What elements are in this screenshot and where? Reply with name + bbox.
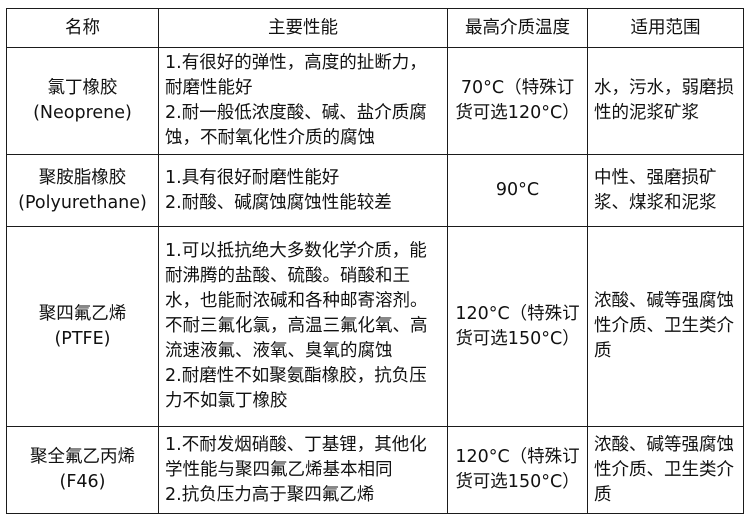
cell-performance: 1.具有很好耐磨性能好 2.耐酸、碱腐蚀腐蚀性能较差 xyxy=(158,154,448,227)
column-header-max-medium-temperature: 最高介质温度 xyxy=(447,8,588,48)
cell-scope: 水，污水，弱磨损性的泥浆矿浆 xyxy=(587,47,744,155)
cell-material-name: 聚胺脂橡胶 (Polyurethane) xyxy=(6,154,159,227)
cell-material-name: 聚四氟乙烯 (PTFE) xyxy=(6,226,159,427)
cell-temperature: 120°C（特殊订货可选150°C） xyxy=(447,226,588,427)
table-body: 氯丁橡胶 (Neoprene) 1.有很好的弹性，高度的扯断力，耐磨性能好 2.… xyxy=(6,47,744,514)
cell-performance: 1.可以抵抗绝大多数化学介质，能耐沸腾的盐酸、硫酸。硝酸和王水，也能耐浓碱和各种… xyxy=(158,226,448,427)
cell-scope: 浓酸、碱等强腐蚀性介质、卫生类介质 xyxy=(587,426,744,514)
cell-material-name: 聚全氟乙丙烯 (F46) xyxy=(6,426,159,514)
cell-scope: 中性、强磨损矿浆、煤浆和泥浆 xyxy=(587,154,744,227)
cell-material-name: 氯丁橡胶 (Neoprene) xyxy=(6,47,159,155)
lining-material-spec-table: 名称 主要性能 最高介质温度 适用范围 氯丁橡胶 (Neoprene) 1.有很… xyxy=(6,8,744,514)
cell-temperature: 120°C（特殊订货可选150°C） xyxy=(447,426,588,514)
table-row: 氯丁橡胶 (Neoprene) 1.有很好的弹性，高度的扯断力，耐磨性能好 2.… xyxy=(6,47,744,155)
table-header-row: 名称 主要性能 最高介质温度 适用范围 xyxy=(6,8,744,48)
table-sheet: 名称 主要性能 最高介质温度 适用范围 氯丁橡胶 (Neoprene) 1.有很… xyxy=(6,8,744,514)
cell-temperature: 70°C（特殊订货可选120°C） xyxy=(447,47,588,155)
column-header-performance: 主要性能 xyxy=(158,8,448,48)
table-row: 聚四氟乙烯 (PTFE) 1.可以抵抗绝大多数化学介质，能耐沸腾的盐酸、硫酸。硝… xyxy=(6,226,744,427)
cell-scope: 浓酸、碱等强腐蚀性介质、卫生类介质 xyxy=(587,226,744,427)
cell-performance: 1.不耐发烟硝酸、丁基锂，其他化学性能与聚四氟乙烯基本相同 2.抗负压力高于聚四… xyxy=(158,426,448,514)
cell-temperature: 90°C xyxy=(447,154,588,227)
table-row: 聚胺脂橡胶 (Polyurethane) 1.具有很好耐磨性能好 2.耐酸、碱腐… xyxy=(6,154,744,227)
cell-performance: 1.有很好的弹性，高度的扯断力，耐磨性能好 2.耐一般低浓度酸、碱、盐介质腐蚀，… xyxy=(158,47,448,155)
table-row: 聚全氟乙丙烯 (F46) 1.不耐发烟硝酸、丁基锂，其他化学性能与聚四氟乙烯基本… xyxy=(6,426,744,514)
column-header-application-scope: 适用范围 xyxy=(587,8,744,48)
column-header-name: 名称 xyxy=(6,8,159,48)
table-header: 名称 主要性能 最高介质温度 适用范围 xyxy=(6,8,744,48)
